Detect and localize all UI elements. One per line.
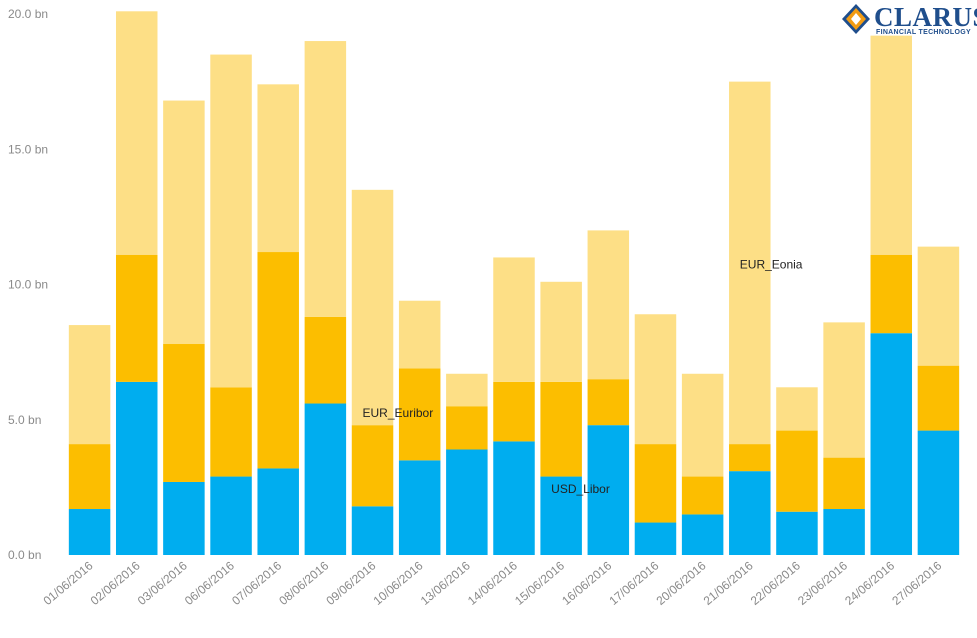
bar-eur-euribor: [398, 368, 441, 461]
x-tick-label: 14/06/2016: [465, 558, 520, 608]
series-annotation: USD_Libor: [551, 482, 610, 496]
x-tick-label: 20/06/2016: [654, 558, 709, 608]
bar-eur-euribor: [681, 476, 724, 515]
bar-eur-euribor: [493, 381, 535, 442]
bar-eur-eonia: [540, 281, 582, 382]
bar-eur-eonia: [729, 81, 771, 445]
series-annotation: EUR_Eonia: [740, 257, 803, 271]
bar-eur-eonia: [446, 373, 488, 407]
y-tick-label: 15.0 bn: [8, 142, 48, 156]
x-tick-label: 08/06/2016: [276, 558, 331, 608]
bar-usd-libor: [729, 471, 771, 555]
x-tick-label: 09/06/2016: [323, 558, 378, 608]
bar-eur-eonia: [115, 11, 158, 255]
bar-usd-libor: [823, 509, 865, 555]
bar-usd-libor: [587, 425, 630, 555]
x-tick-label: 16/06/2016: [559, 558, 614, 608]
x-axis: 01/06/201602/06/201603/06/201606/06/2016…: [40, 558, 944, 608]
x-tick-label: 17/06/2016: [606, 558, 661, 608]
x-tick-label: 06/06/2016: [182, 558, 237, 608]
bar-eur-eonia: [68, 325, 111, 445]
x-tick-label: 24/06/2016: [842, 558, 897, 608]
bar-eur-eonia: [163, 100, 205, 345]
y-tick-label: 20.0 bn: [8, 7, 48, 21]
x-tick-label: 02/06/2016: [88, 558, 143, 608]
bar-usd-libor: [257, 468, 299, 555]
bar-eur-eonia: [351, 189, 394, 426]
bar-usd-libor: [115, 381, 158, 555]
bar-eur-eonia: [681, 373, 724, 477]
bar-eur-eonia: [587, 230, 630, 380]
x-tick-label: 22/06/2016: [748, 558, 803, 608]
bar-eur-eonia: [257, 84, 299, 253]
annotations: EUR_Euribor USD_Libor EUR_Eonia: [363, 257, 803, 496]
y-tick-label: 0.0 bn: [8, 548, 41, 562]
bar-eur-euribor: [257, 252, 299, 469]
bar-usd-libor: [634, 522, 677, 555]
x-tick-label: 27/06/2016: [889, 558, 944, 608]
bar-eur-euribor: [68, 444, 111, 510]
bar-eur-euribor: [870, 254, 913, 334]
bar-eur-eonia: [304, 41, 347, 317]
bar-eur-euribor: [587, 379, 630, 426]
bar-eur-eonia: [210, 54, 252, 388]
clarus-logo-icon: [842, 4, 870, 34]
x-tick-label: 23/06/2016: [795, 558, 850, 608]
bar-eur-euribor: [917, 365, 960, 431]
bar-usd-libor: [493, 441, 535, 555]
bar-eur-euribor: [210, 387, 252, 477]
x-tick-label: 07/06/2016: [229, 558, 284, 608]
logo-wordmark: CLARUS: [874, 2, 977, 32]
bar-eur-euribor: [729, 444, 771, 472]
bar-eur-euribor: [351, 425, 394, 507]
bar-eur-eonia: [493, 257, 535, 382]
bar-eur-eonia: [917, 246, 960, 366]
bar-eur-eonia: [870, 35, 913, 255]
bar-eur-eonia: [398, 300, 441, 369]
bar-usd-libor: [776, 511, 818, 555]
bar-usd-libor: [870, 333, 913, 555]
bar-usd-libor: [351, 506, 394, 555]
x-tick-label: 10/06/2016: [371, 558, 426, 608]
bar-usd-libor: [210, 476, 252, 555]
logo-tagline: FINANCIAL TECHNOLOGY: [876, 29, 971, 36]
bar-usd-libor: [398, 460, 441, 555]
bar-usd-libor: [917, 430, 960, 555]
bar-usd-libor: [681, 514, 724, 555]
bar-usd-libor: [68, 509, 111, 555]
bar-usd-libor: [304, 403, 347, 555]
bar-eur-eonia: [634, 314, 677, 445]
bar-usd-libor: [540, 476, 582, 555]
bar-eur-euribor: [304, 316, 347, 404]
x-tick-label: 21/06/2016: [701, 558, 756, 608]
bar-eur-eonia: [823, 322, 865, 458]
x-tick-label: 03/06/2016: [135, 558, 190, 608]
y-tick-label: 5.0 bn: [8, 413, 41, 427]
bar-eur-euribor: [446, 406, 488, 450]
bar-eur-euribor: [634, 444, 677, 523]
clarus-logo: CLARUS FINANCIAL TECHNOLOGY: [840, 2, 977, 42]
series-annotation: EUR_Euribor: [363, 406, 434, 420]
bar-eur-euribor: [823, 457, 865, 510]
bar-eur-euribor: [540, 381, 582, 477]
x-tick-label: 13/06/2016: [418, 558, 473, 608]
bar-usd-libor: [446, 449, 488, 555]
x-tick-label: 01/06/2016: [40, 558, 95, 608]
bar-eur-euribor: [776, 430, 818, 512]
y-tick-label: 10.0 bn: [8, 278, 48, 292]
bar-usd-libor: [163, 481, 205, 555]
bar-eur-eonia: [776, 387, 818, 431]
y-axis: 0.0 bn 5.0 bn 10.0 bn 15.0 bn 20.0 bn: [8, 7, 48, 562]
bar-eur-euribor: [163, 344, 205, 482]
x-tick-label: 15/06/2016: [512, 558, 567, 608]
bar-series: [68, 11, 960, 555]
bar-eur-euribor: [115, 254, 158, 382]
